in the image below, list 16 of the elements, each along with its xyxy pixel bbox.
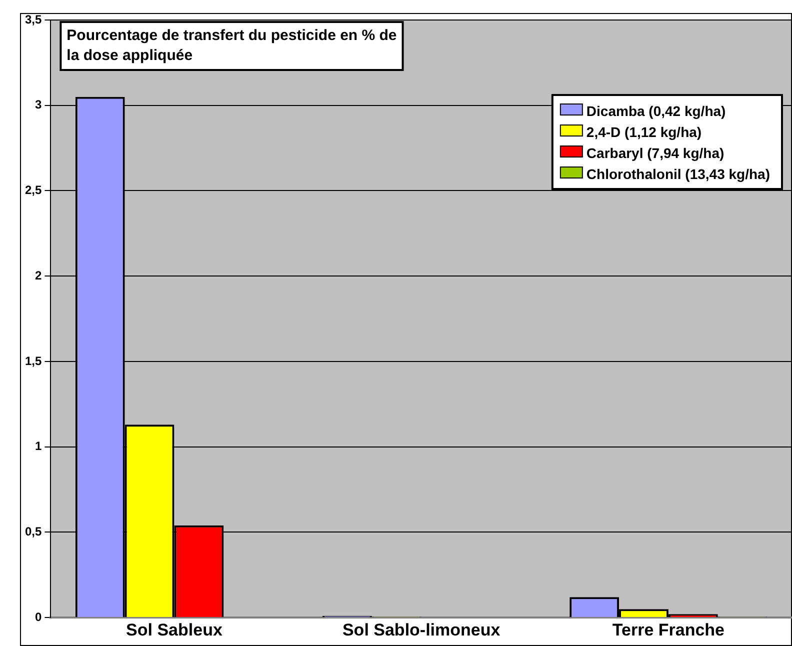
legend-label: Dicamba (0,42 kg/ha) bbox=[586, 102, 726, 119]
x-tick-label: Sol Sablo-limoneux bbox=[342, 620, 501, 640]
legend-label: 2,4-D (1,12 kg/ha) bbox=[586, 124, 702, 140]
y-tick-label: 3 bbox=[34, 98, 42, 112]
y-tick-label: 2 bbox=[34, 268, 42, 282]
x-tick-label: Terre Franche bbox=[612, 620, 725, 640]
y-tick-label: 0,5 bbox=[24, 524, 42, 539]
legend-label: Carbaryl (7,94 kg/ha) bbox=[586, 144, 724, 161]
x-tick-label: Sol Sableux bbox=[126, 620, 223, 640]
y-tick-label: 1,5 bbox=[24, 354, 42, 368]
y-tick-label: 1 bbox=[34, 439, 42, 454]
legend-label: Chlorothalonil (13,43 kg/ha) bbox=[586, 166, 770, 182]
y-tick-label: 2,5 bbox=[24, 183, 42, 198]
y-tick-label: 3,5 bbox=[24, 12, 42, 26]
y-tick-label: 0 bbox=[34, 610, 42, 624]
text: Pourcentage de transfert du pesticide en % de la dose appliquée bbox=[66, 27, 397, 64]
